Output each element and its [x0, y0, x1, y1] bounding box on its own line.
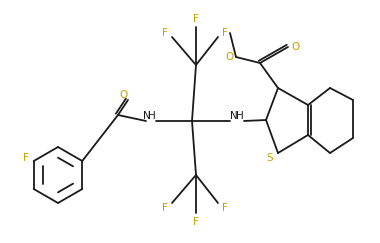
Text: H: H	[148, 111, 156, 121]
Text: F: F	[193, 14, 199, 24]
Text: H: H	[236, 111, 244, 121]
Text: O: O	[225, 52, 233, 62]
Text: F: F	[23, 153, 28, 163]
Text: F: F	[222, 203, 228, 213]
Text: O: O	[119, 90, 127, 100]
Text: O: O	[291, 42, 299, 52]
Text: F: F	[162, 28, 168, 38]
Text: S: S	[267, 153, 273, 163]
Text: F: F	[193, 217, 199, 227]
Text: F: F	[222, 28, 228, 38]
Text: F: F	[162, 203, 168, 213]
Text: N: N	[230, 111, 238, 121]
Text: N: N	[143, 111, 151, 121]
